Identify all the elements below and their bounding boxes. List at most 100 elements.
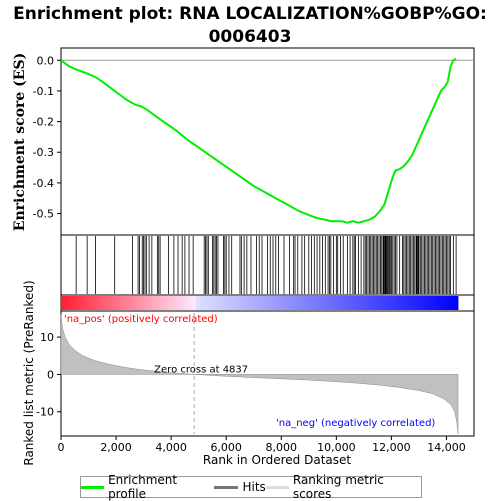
colorbar-segment [374,296,380,310]
colorbar-segment [327,296,332,310]
es-y-tick-label: -0.4 [33,177,54,190]
es-y-tick-label: -0.3 [33,146,54,159]
colorbar-segment [402,296,407,310]
colorbar-segment [358,296,364,310]
colorbar-segment [243,296,249,310]
colorbar-segment [418,296,423,310]
colorbar-segment [148,296,153,310]
colorbar-segment [346,296,352,310]
colorbar-segment [295,296,300,310]
colorbar-segment [235,296,241,310]
colorbar-segment [263,296,268,310]
colorbar-segment [454,296,459,310]
colorbar-segment [434,296,439,310]
x-tick-label: 12,000 [372,441,411,454]
colorbar-segment [140,296,145,310]
colorbar-segment [192,296,197,310]
colorbar-segment [64,296,70,310]
colorbar-segment [124,296,129,310]
x-tick-label: 0 [58,441,65,454]
colorbar-segment [366,296,372,310]
colorbar-segment [442,296,447,310]
colorbar-segment [271,296,276,310]
metric-y-tick-label: -10 [36,406,54,419]
es-y-tick-label: -0.2 [33,116,54,129]
colorbar-segment [394,296,399,310]
colorbar-segment [311,296,316,310]
colorbar-segment [231,296,237,310]
colorbar-segment [362,296,368,310]
colorbar-segment [72,296,78,310]
es-panel-frame [60,47,475,236]
colorbar-segment [128,296,133,310]
colorbar-segment [207,296,213,310]
colorbar-segment [426,296,431,310]
colorbar-segment [247,296,252,310]
colorbar-segment [438,296,443,310]
colorbar-segment [267,296,272,310]
colorbar-segment [164,296,169,310]
es-y-tick-label: 0.0 [37,54,55,67]
legend-label-metric: Ranking metric scores [292,473,384,501]
colorbar-segment [112,296,117,310]
colorbar-segment [92,296,98,310]
legend-swatch-hits [214,485,239,489]
colorbar-segment [80,296,86,310]
legend-swatch-metric [265,485,289,489]
colorbar-segment [227,296,233,310]
colorbar-segment [287,296,292,310]
colorbar-segment [338,296,344,310]
colorbar-segment [386,296,391,310]
colorbar-segment [180,296,185,310]
colorbar-segment [279,296,284,310]
zero-cross-annotation: Zero cross at 4837 [154,364,248,375]
colorbar-segment [283,296,288,310]
colorbar-segment [323,296,328,310]
colorbar-segment [61,296,66,310]
colorbar-segment [406,296,411,310]
chart-title: Enrichment plot: RNA LOCALIZATION%GOBP%G… [13,4,487,47]
colorbar-segment [172,296,177,310]
colorbar-segment [152,296,157,310]
colorbar-segment [378,296,383,310]
legend-item-enrichment: Enrichment profile [81,473,214,501]
colorbar-segment [223,296,229,310]
colorbar-segment [382,296,387,310]
colorbar-segment [195,296,201,310]
colorbar-segment [275,296,280,310]
colorbar-segment [116,296,121,310]
colorbar-segment [334,296,340,310]
colorbar-segment [239,296,245,310]
es-y-tick-label: -0.5 [33,208,54,221]
legend-item-hits: Hits [214,480,266,494]
x-tick-label: 10,000 [317,441,356,454]
colorbar-segment [299,296,304,310]
colorbar-segment [259,296,264,310]
colorbar-segment [315,296,320,310]
colorbar-segment [330,296,336,310]
colorbar-segment [203,296,209,310]
metric-y-tick-label: 0 [47,368,54,381]
colorbar-segment [291,296,296,310]
enrichment-profile-line [60,57,457,224]
colorbar-segment [255,296,260,310]
colorbar-segment [370,296,376,310]
colorbar-segment [96,296,102,310]
colorbar-segment [390,296,395,310]
colorbar-segment [354,296,360,310]
colorbar-segment [410,296,415,310]
colorbar-segment [176,296,181,310]
ranked-metric-area [60,314,459,435]
x-tick-label: 14,000 [427,441,466,454]
negative-correlation-annotation: 'na_neg' (negatively correlated) [276,418,435,429]
colorbar-segment [350,296,356,310]
colorbar-segment [446,296,451,310]
x-tick-label: 2,000 [100,441,132,454]
colorbar-segment [422,296,427,310]
x-axis-label: Rank in Ordered Dataset [203,453,351,467]
colorbar-segment [136,296,141,310]
x-tick-label: 6,000 [210,441,242,454]
colorbar-segment [108,296,114,310]
legend-item-metric: Ranking metric scores [265,473,421,501]
